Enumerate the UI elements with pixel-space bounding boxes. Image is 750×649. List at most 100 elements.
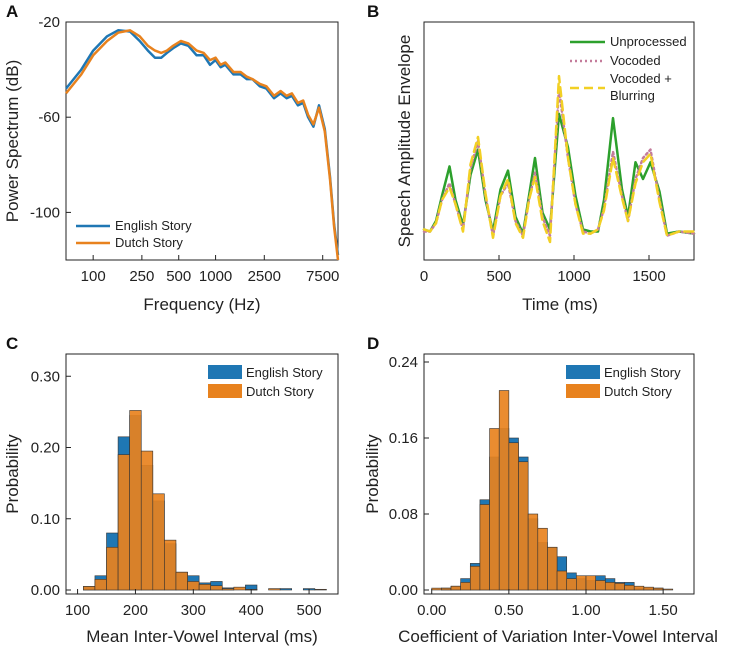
x-tick-label: 7500 — [306, 268, 339, 285]
bar-dutch-story — [585, 575, 596, 591]
bar-dutch-story — [152, 493, 165, 591]
bar-dutch-story — [537, 527, 548, 591]
panel-c-bars — [83, 410, 327, 591]
legend-label-dutch: Dutch Story — [115, 235, 183, 250]
legend-label-vocoded-plus: Vocoded + — [610, 71, 672, 86]
bar-dutch-story — [508, 442, 519, 591]
legend-label-english: English Story — [246, 365, 323, 380]
y-tick-label: 0.16 — [389, 430, 418, 447]
bar-dutch-story — [83, 586, 96, 591]
panel-d-ylabel: Probability — [363, 434, 382, 514]
panel-d-frame — [423, 353, 695, 595]
bar-dutch-story — [614, 583, 625, 591]
x-tick-label: 500 — [166, 268, 191, 285]
panel-d: D 0.00 0.50 1.00 1.50 0.00 0.08 0.16 0.24 Engli… — [363, 334, 718, 646]
bar-dutch-story — [662, 588, 674, 591]
series-line-vocoded-blurring — [422, 74, 696, 244]
series-line-english-story — [65, 29, 340, 256]
x-tick-label: 1000 — [199, 268, 232, 285]
x-tick-label: 1500 — [632, 268, 665, 285]
panel-c-ylabel: Probability — [3, 434, 22, 514]
series-line-vocoded — [422, 87, 696, 237]
legend-label-unprocessed: Unprocessed — [610, 34, 687, 49]
panel-a-ticks: 100 250 500 1000 2500 7500 -20 -60 -100 — [30, 14, 339, 285]
panel-c: C 100 200 300 400 500 0.00 0.10 0.20 0.30 Englis… — [3, 334, 339, 646]
panel-a-lines — [65, 29, 340, 261]
y-tick-label: 0.24 — [389, 354, 418, 371]
bar-dutch-story — [518, 461, 529, 591]
bar-dutch-story — [633, 585, 645, 591]
x-tick-label: 300 — [181, 602, 206, 619]
y-tick-label: -60 — [38, 109, 60, 126]
bar-dutch-story — [643, 586, 654, 591]
bar-dutch-story — [547, 546, 558, 591]
legend-swatch-english — [208, 365, 242, 379]
bar-dutch-story — [106, 546, 119, 591]
y-tick-label: -20 — [38, 14, 60, 31]
panel-d-xlabel: Coefficient of Variation Inter-Vowel Int… — [398, 627, 718, 646]
x-tick-label: 200 — [123, 602, 148, 619]
y-tick-label: 0.10 — [31, 511, 60, 528]
panel-b-ylabel: Speech Amplitude Envelope — [395, 35, 414, 248]
panel-b-ticks: 0 500 1000 1500 — [420, 255, 666, 285]
bar-dutch-story — [117, 454, 130, 591]
panel-c-frame — [65, 353, 339, 595]
bar-dutch-story — [604, 582, 616, 591]
panel-a-letter: A — [6, 2, 18, 21]
panel-a-ylabel: Power Spectrum (dB) — [3, 60, 22, 223]
x-tick-label: 100 — [65, 602, 90, 619]
bar-dutch-story — [469, 565, 481, 591]
panel-d-letter: D — [367, 334, 379, 353]
legend-swatch-dutch — [208, 384, 242, 398]
legend-swatch-english — [566, 365, 600, 379]
panel-d-ticks: 0.00 0.50 1.00 1.50 0.00 0.08 0.16 0.24 — [389, 354, 678, 619]
panel-b-frame — [423, 21, 695, 261]
panel-b: B 0 500 1000 1500 Unprocessed Vocoded Vocod… — [367, 2, 696, 314]
panel-a-xlabel: Frequency (Hz) — [143, 295, 260, 314]
bar-dutch-story — [187, 581, 200, 591]
legend-label-blurring: Blurring — [610, 88, 655, 103]
bar-dutch-story — [221, 588, 235, 591]
panel-b-xlabel: Time (ms) — [522, 295, 598, 314]
panel-c-letter: C — [6, 334, 18, 353]
y-tick-label: 0.00 — [389, 582, 418, 599]
x-tick-label: 1000 — [557, 268, 590, 285]
panel-b-letter: B — [367, 2, 379, 21]
panel-d-legend: English Story Dutch Story — [566, 365, 681, 399]
y-tick-label: 0.20 — [31, 440, 60, 457]
y-tick-label: -100 — [30, 204, 60, 221]
bar-dutch-story — [624, 584, 635, 591]
bar-dutch-story — [460, 582, 471, 591]
bar-dutch-story — [431, 587, 442, 591]
x-tick-label: 400 — [239, 602, 264, 619]
x-tick-label: 500 — [486, 268, 511, 285]
panel-a-frame — [65, 21, 339, 261]
y-tick-label: 0.00 — [31, 582, 60, 599]
legend-label-vocoded: Vocoded — [610, 53, 661, 68]
bar-dutch-story — [595, 580, 606, 591]
bar-english-story — [279, 588, 293, 591]
bar-dutch-story — [653, 587, 664, 591]
x-tick-label: 100 — [81, 268, 106, 285]
bar-dutch-story — [314, 588, 327, 591]
panel-a: A 100 250 500 1000 2500 7500 -20 -60 -100 Englis… — [3, 2, 339, 314]
x-tick-label: 2500 — [248, 268, 281, 285]
panel-d-bars — [431, 390, 674, 591]
bar-dutch-story — [576, 575, 587, 591]
panel-b-legend: Unprocessed Vocoded Vocoded + Blurring — [570, 34, 687, 103]
legend-swatch-dutch — [566, 384, 600, 398]
bar-dutch-story — [210, 585, 223, 591]
x-tick-label: 1.50 — [649, 602, 678, 619]
panel-c-xlabel: Mean Inter-Vowel Interval (ms) — [86, 627, 317, 646]
bar-dutch-story — [556, 570, 568, 591]
x-tick-label: 500 — [297, 602, 322, 619]
bar-dutch-story — [489, 428, 500, 591]
bar-dutch-story — [527, 513, 539, 591]
bar-dutch-story — [233, 586, 246, 591]
bar-dutch-story — [198, 583, 211, 591]
panel-a-legend: English Story Dutch Story — [76, 218, 192, 250]
legend-label-dutch: Dutch Story — [246, 384, 314, 399]
bar-dutch-story — [94, 579, 107, 591]
x-tick-label: 0.00 — [417, 602, 446, 619]
